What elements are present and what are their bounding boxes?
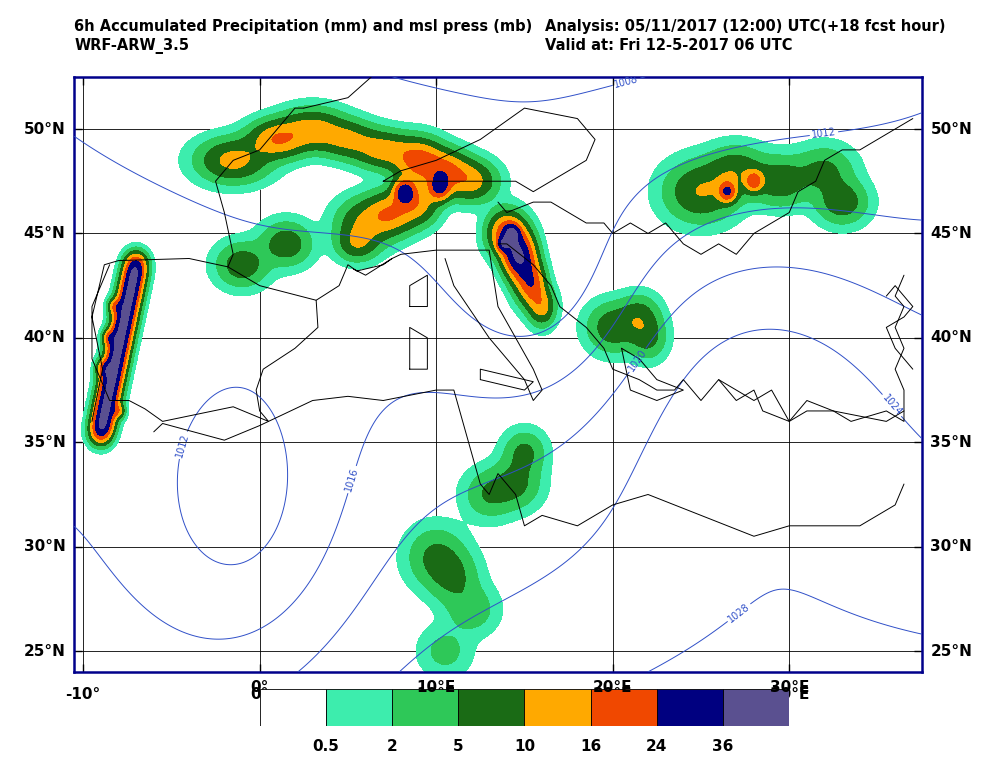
Text: 40°N: 40°N [931,330,972,346]
Text: 0°: 0° [251,687,269,702]
Text: 24: 24 [646,739,668,753]
Text: 50°N: 50°N [931,121,972,137]
Text: 36: 36 [713,739,733,753]
Bar [657,689,723,726]
Text: 30°E: 30°E [770,687,809,702]
Text: 35°N: 35°N [24,435,65,450]
Bar [524,689,591,726]
Text: 25°N: 25°N [24,644,65,659]
Text: 45°N: 45°N [931,226,972,241]
Text: 0.5: 0.5 [312,739,339,753]
Text: WRF-ARW_3.5: WRF-ARW_3.5 [74,38,189,55]
Text: 1016: 1016 [344,466,361,493]
Text: 10°E: 10°E [416,687,456,702]
Bar [260,689,326,726]
Text: 30°E: 30°E [770,680,809,695]
Bar [723,689,789,726]
Text: 1008: 1008 [613,74,639,90]
Text: 50°N: 50°N [24,121,65,137]
Text: 1012: 1012 [174,432,191,458]
Text: 5: 5 [453,739,464,753]
Text: 1024: 1024 [880,392,904,418]
Text: 35°N: 35°N [931,435,972,450]
Text: 25°N: 25°N [931,644,972,659]
Text: Valid at: Fri 12-5-2017 06 UTC: Valid at: Fri 12-5-2017 06 UTC [545,38,793,54]
Bar [458,689,524,726]
Text: 10°E: 10°E [416,680,456,695]
Text: 30°N: 30°N [24,539,65,554]
Text: 45°N: 45°N [24,226,65,241]
Text: 2: 2 [386,739,397,753]
Bar [591,689,657,726]
Bar [326,689,392,726]
Text: 1020: 1020 [626,347,649,373]
Text: 30°N: 30°N [931,539,972,554]
Text: 40°N: 40°N [24,330,65,346]
Bar [392,689,458,726]
Text: -10°: -10° [65,687,101,702]
Text: 10: 10 [514,739,535,753]
Text: 20°E: 20°E [593,687,632,702]
Text: 0°: 0° [251,680,269,695]
Text: 1012: 1012 [811,127,836,141]
Text: 1028: 1028 [726,601,752,624]
Text: 16: 16 [580,739,602,753]
Text: 6h Accumulated Precipitation (mm) and msl press (mb): 6h Accumulated Precipitation (mm) and ms… [74,19,532,35]
Text: 20°E: 20°E [593,680,632,695]
Text: Analysis: 05/11/2017 (12:00) UTC(+18 fcst hour): Analysis: 05/11/2017 (12:00) UTC(+18 fcs… [545,19,945,35]
